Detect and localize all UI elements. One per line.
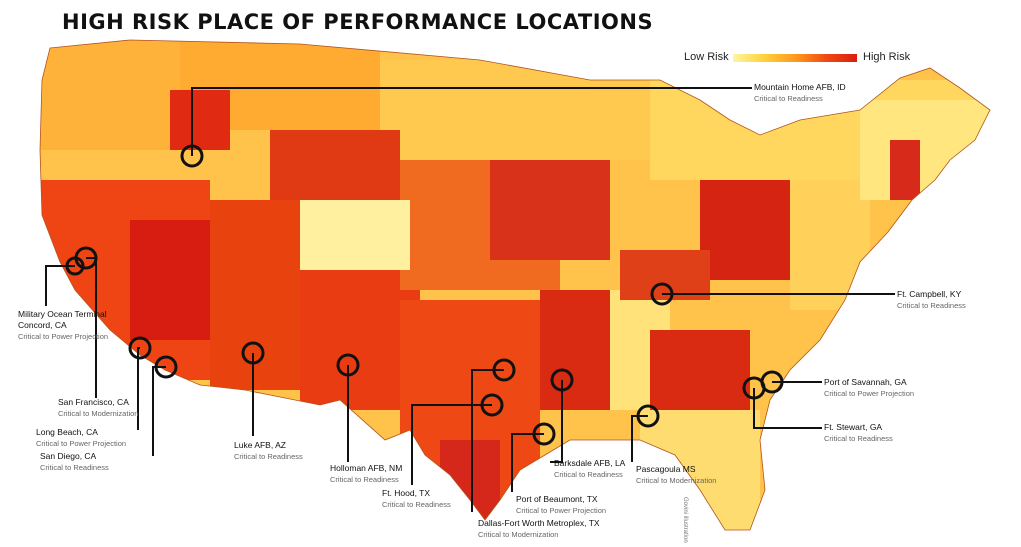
label-port-savannah: Port of Savannah, GA Critical to Power P… <box>824 377 914 399</box>
location-name: Long Beach, CA <box>36 427 98 437</box>
image-credit: Govini illustration <box>682 497 688 543</box>
label-ft-stewart: Ft. Stewart, GA Critical to Readiness <box>824 422 893 444</box>
label-ft-campbell: Ft. Campbell, KY Critical to Readiness <box>897 289 966 311</box>
location-status: Critical to Modernization <box>478 530 559 539</box>
legend-high-label: High Risk <box>863 51 911 63</box>
location-name: Mountain Home AFB, ID <box>754 82 846 92</box>
label-pascagoula: Pascagoula MS Critical to Modernization <box>636 464 716 486</box>
location-status: Critical to Power Projection <box>18 332 109 341</box>
marker-luke <box>241 341 265 365</box>
marker-holloman <box>336 353 360 377</box>
location-name: Ft. Campbell, KY <box>897 289 962 299</box>
label-san-diego: San Diego, CA Critical to Readiness <box>40 451 109 473</box>
label-barksdale: Barksdale AFB, LA Critical to Readiness <box>554 458 625 480</box>
marker-ft-stewart <box>742 376 766 400</box>
location-name: Ft. Stewart, GA <box>824 422 883 432</box>
location-status: Critical to Modernization <box>636 476 717 485</box>
location-status: Critical to Readiness <box>382 500 451 509</box>
location-status: Critical to Power Projection <box>516 506 607 515</box>
location-name: Luke AFB, AZ <box>234 440 286 450</box>
label-san-francisco: San Francisco, CA Critical to Modernizat… <box>58 397 138 419</box>
marker-mountain-home <box>180 144 204 168</box>
location-name: San Diego, CA <box>40 451 97 461</box>
marker-port-beaumont <box>532 422 556 446</box>
legend-low-label: Low Risk <box>684 51 729 63</box>
location-status: Critical to Power Projection <box>824 389 915 398</box>
marker-barksdale <box>550 368 574 392</box>
legend-gradient <box>733 54 857 62</box>
location-status: Critical to Readiness <box>754 94 823 103</box>
location-name: Port of Beaumont, TX <box>516 494 598 504</box>
label-holloman: Holloman AFB, NM Critical to Readiness <box>330 463 402 485</box>
label-long-beach: Long Beach, CA Critical to Power Project… <box>36 427 126 449</box>
marker-ft-campbell <box>650 282 674 306</box>
marker-ft-hood <box>480 393 504 417</box>
label-dallas: Dallas-Fort Worth Metroplex, TX Critical… <box>478 518 600 540</box>
location-status: Critical to Readiness <box>554 470 623 479</box>
marker-san-diego <box>154 355 178 379</box>
location-status: Critical to Power Projection <box>36 439 127 448</box>
location-name: Holloman AFB, NM <box>330 463 403 473</box>
location-status: Critical to Readiness <box>40 463 109 472</box>
marker-long-beach <box>128 336 152 360</box>
location-name: San Francisco, CA <box>58 397 129 407</box>
label-concord: Military Ocean Terminal Concord, CA Crit… <box>18 309 110 342</box>
location-name: Barksdale AFB, LA <box>554 458 626 468</box>
location-status: Critical to Readiness <box>897 301 966 310</box>
location-status: Critical to Readiness <box>234 452 303 461</box>
location-name: Port of Savannah, GA <box>824 377 907 387</box>
location-status: Critical to Readiness <box>330 475 399 484</box>
label-port-beaumont: Port of Beaumont, TX Critical to Power P… <box>516 494 606 516</box>
location-markers <box>65 144 784 446</box>
label-luke: Luke AFB, AZ Critical to Readiness <box>234 440 303 462</box>
map-title: HIGH RISK PLACE OF PERFORMANCE LOCATIONS <box>62 10 654 34</box>
us-outline <box>39 39 991 531</box>
label-mountain-home: Mountain Home AFB, ID Critical to Readin… <box>754 82 846 104</box>
location-name: Ft. Hood, TX <box>382 488 431 498</box>
marker-pascagoula <box>636 404 660 428</box>
label-ft-hood: Ft. Hood, TX Critical to Readiness <box>382 488 451 510</box>
location-name: Dallas-Fort Worth Metroplex, TX <box>478 518 600 528</box>
location-name: Pascagoula MS <box>636 464 696 474</box>
marker-dallas <box>492 358 516 382</box>
marker-concord <box>65 256 85 276</box>
location-status: Critical to Readiness <box>824 434 893 443</box>
location-name: Military Ocean Terminal Concord, CA <box>18 309 107 330</box>
location-status: Critical to Modernization <box>58 409 139 418</box>
